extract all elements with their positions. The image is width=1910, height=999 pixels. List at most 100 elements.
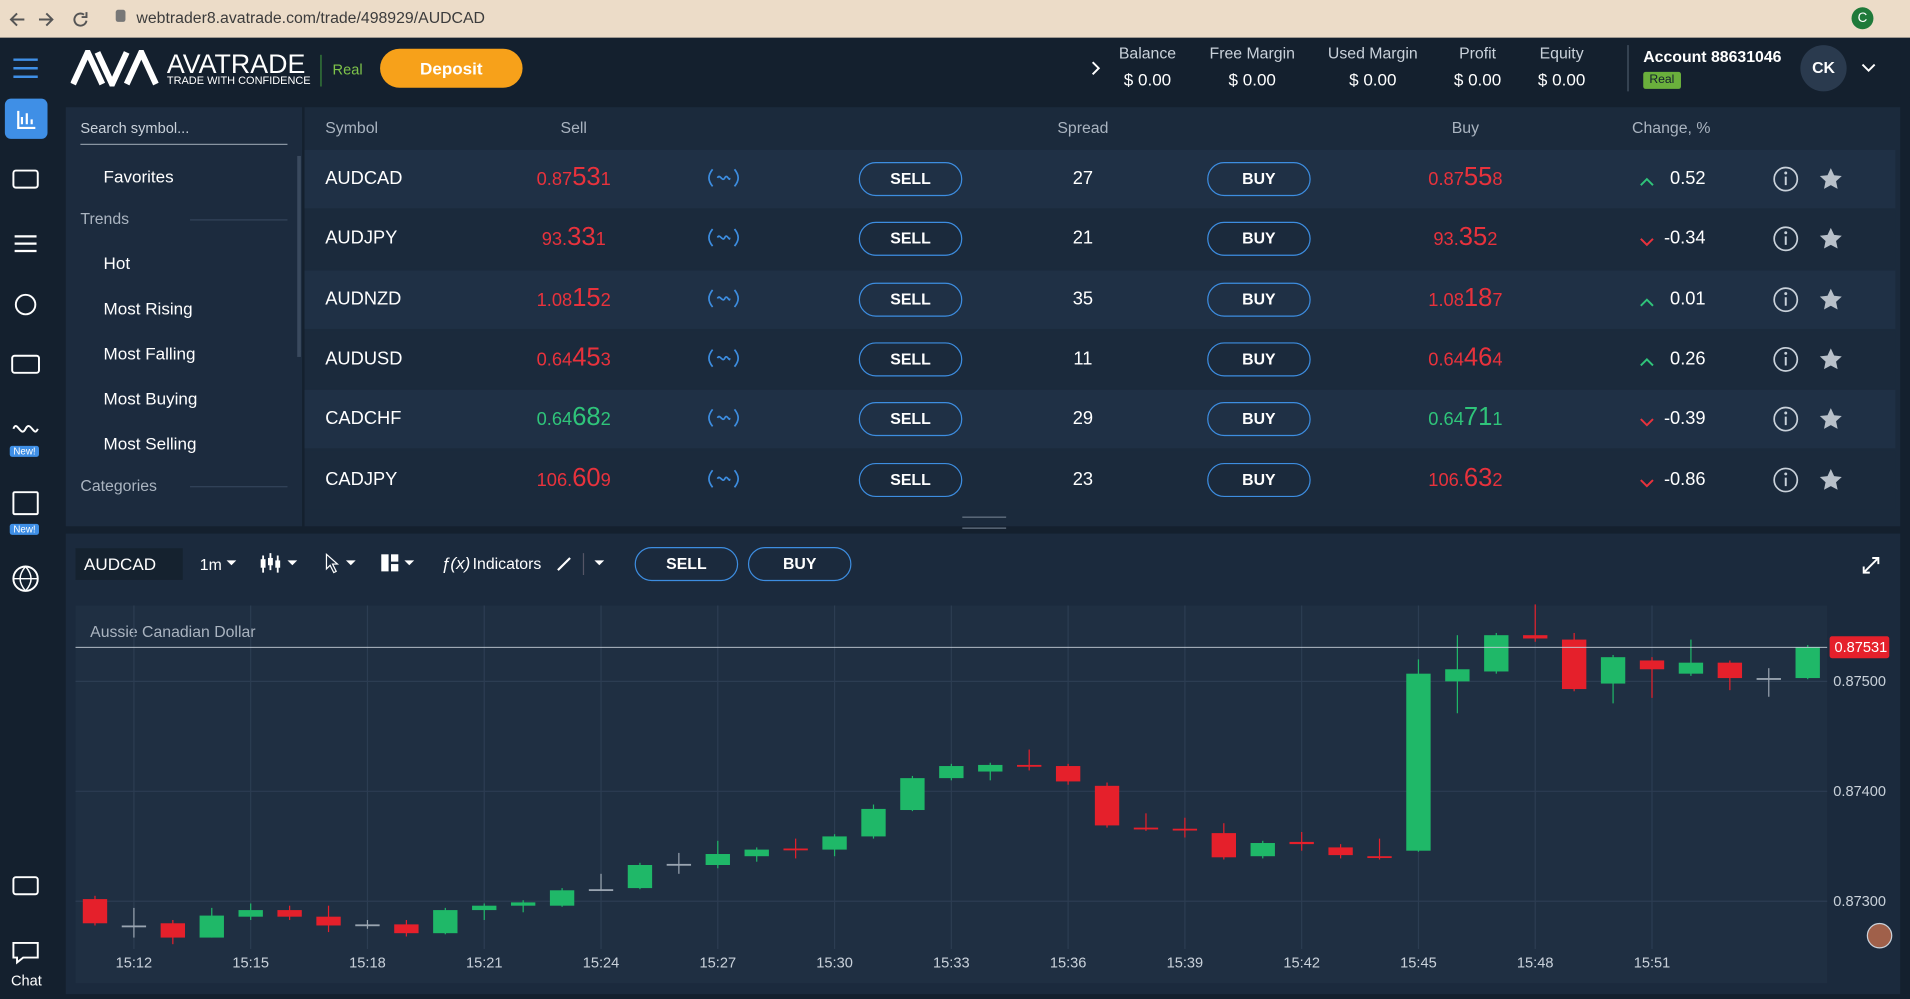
table-row[interactable] [304,209,1896,269]
buy-button[interactable]: BUY [747,547,852,582]
panel-item[interactable]: Most Selling [103,433,197,454]
buy-button[interactable]: BUY [1207,222,1311,257]
feed-icon [707,287,741,313]
buy-button[interactable]: BUY [1207,462,1311,497]
resize-handle[interactable] [962,516,1007,529]
candle-body [1133,827,1159,830]
buy-price: 1.08187 [1428,283,1503,312]
sell-button[interactable]: SELL [858,402,963,437]
info-icon[interactable] [1772,466,1799,499]
stat-value: $ 0.00 [1123,69,1172,89]
timeframe[interactable]: 1m [199,555,222,574]
stat: Used Margin $ 0.00 [1318,44,1428,89]
star-icon[interactable] [1819,167,1843,197]
nav-icons[interactable] [7,7,104,31]
panel-item[interactable]: Most Falling [103,343,196,364]
candle-body [1484,635,1509,672]
info-icon[interactable] [1772,166,1799,199]
buy-button[interactable]: BUY [1207,402,1311,437]
table-row[interactable] [304,390,1896,449]
chart-symbol[interactable]: AUDCAD [75,548,183,580]
symbol: AUDCAD [325,168,403,189]
divider [1627,45,1629,92]
star-icon[interactable] [1819,287,1843,317]
candle-body [1717,662,1743,679]
app-header: AVATRADE TRADE WITH CONFIDENCE Real Depo… [0,37,1910,98]
table-row[interactable] [304,269,1896,329]
info-icon[interactable] [1772,226,1799,259]
candle-body [394,924,419,934]
buy-button[interactable]: BUY [1207,342,1311,377]
x-tick-label: 15:12 [116,955,153,971]
table-row[interactable] [304,450,1896,509]
info-icon[interactable] [1772,406,1799,439]
symbol: CADCHF [325,408,402,430]
star-icon[interactable] [1819,467,1843,497]
fullscreen[interactable] [1861,556,1880,575]
nav-chart[interactable] [4,98,48,139]
panel-item[interactable]: Favorites [103,166,174,187]
spread: 29 [1072,408,1094,430]
candle-body [1445,669,1470,682]
x-tick-label: 15:45 [1400,955,1437,971]
column-header: Sell [560,118,587,137]
tagline: TRADE WITH CONFIDENCE [166,74,311,87]
browser-icons[interactable]: C [1620,7,1900,30]
change-arrow [1638,412,1655,434]
toolbar-icons[interactable]: ƒ(x) [222,551,624,576]
sell-button[interactable]: SELL [634,547,739,582]
avatar[interactable]: CK [1800,45,1847,92]
panel-item[interactable]: Hot [103,253,131,273]
candle-body [705,854,730,866]
x-tick-label: 15:48 [1517,955,1554,971]
sell-button[interactable]: SELL [858,222,963,257]
info-icon[interactable] [1772,286,1799,319]
star-icon[interactable] [1819,347,1843,377]
sell-price: 0.64453 [536,343,611,372]
sell-button[interactable]: SELL [858,162,963,197]
nav-icons[interactable] [11,166,43,531]
sell-button[interactable]: SELL [858,342,963,377]
sell-button[interactable]: SELL [858,462,963,497]
search-box[interactable]: Search symbol... [80,119,288,145]
menu-icon[interactable] [11,57,40,79]
panel-item[interactable]: Most Buying [103,388,198,409]
candle-body [1406,673,1431,851]
candle-body [1600,657,1626,684]
candle-body [1017,764,1042,767]
avatar-icon [1866,922,1893,949]
candle-body [1367,856,1392,859]
feed-icon [707,227,741,253]
indicators-button[interactable]: Indicators [472,554,542,573]
table-row[interactable] [304,330,1896,389]
star-icon[interactable] [1819,407,1843,437]
chat-label[interactable]: Chat [10,972,42,990]
chart-title: Aussie Canadian Dollar [90,624,256,641]
stat: Equity $ 0.00 [1507,44,1617,89]
x-tick-label: 15:27 [700,955,737,971]
mode: Real [332,60,363,78]
buy-button[interactable]: BUY [1207,162,1311,197]
info-icon[interactable] [1772,346,1799,379]
deposit-button[interactable]: Deposit [380,48,523,88]
last-price-label: 0.87531 [1834,640,1887,656]
change-arrow [1638,292,1655,314]
table-row[interactable] [304,149,1896,209]
dropdown[interactable] [1860,62,1877,74]
nav-icons-lower[interactable] [11,565,43,999]
chevron[interactable] [1090,60,1102,77]
candle-body [1094,785,1120,826]
candle-body [1250,843,1275,857]
buy-button[interactable]: BUY [1207,282,1311,317]
url[interactable]: webtrader8.avatrade.com/trade/498929/AUD… [136,8,485,27]
column-header: Spread [1057,118,1109,137]
panel-item[interactable]: Most Rising [103,298,193,318]
buy-price: 0.87558 [1428,163,1503,192]
star-icon[interactable] [1819,227,1843,257]
candle-body [1523,635,1548,639]
sell-button[interactable]: SELL [858,282,963,317]
symbol: AUDUSD [325,348,403,370]
stat: Balance $ 0.00 [1093,44,1203,89]
logo-mark [70,49,159,87]
